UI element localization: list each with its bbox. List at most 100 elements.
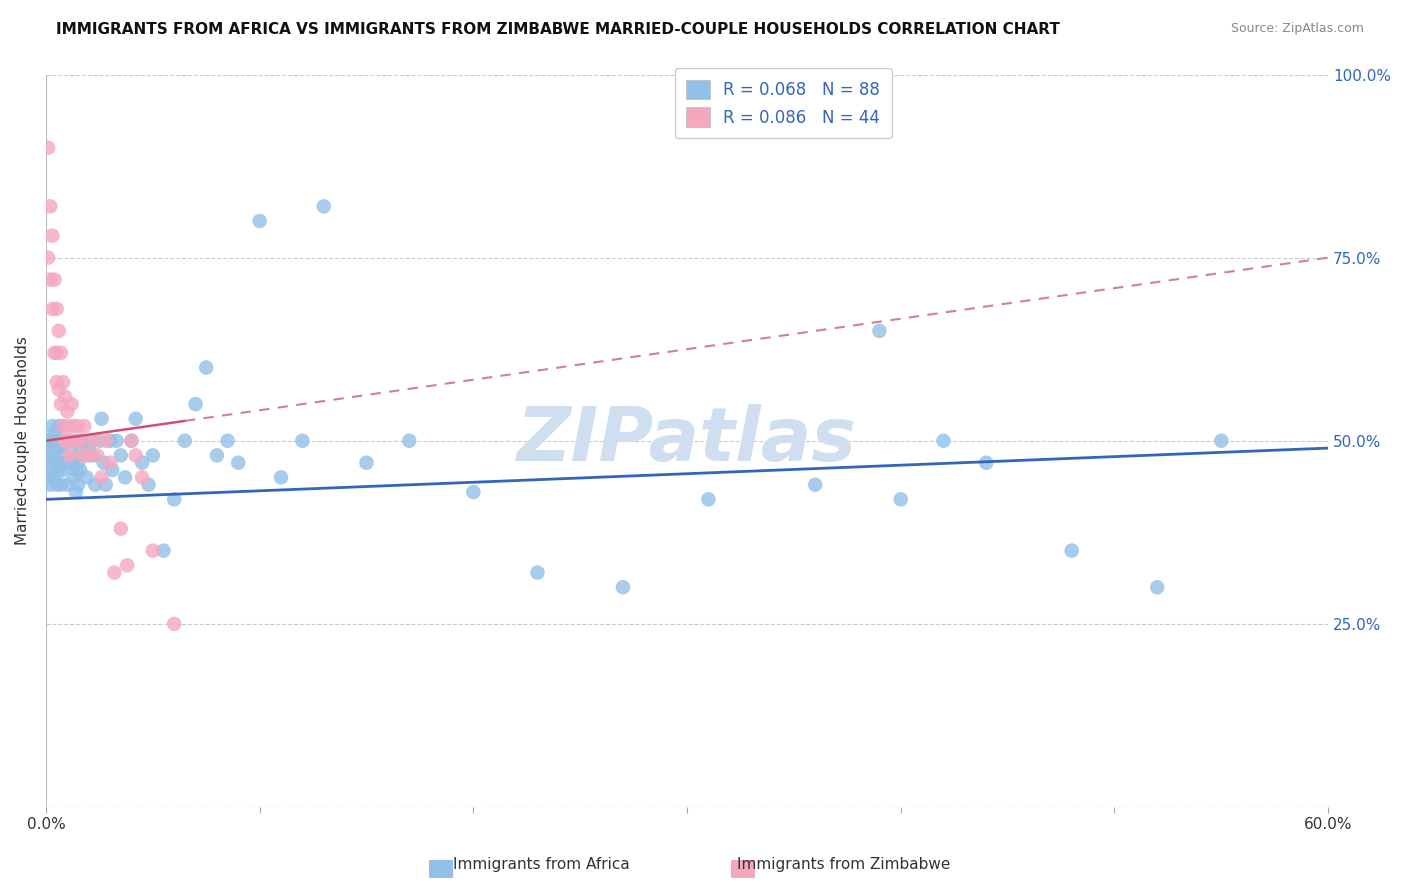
Point	[125, 411, 148, 425]
Point	[44, 346, 66, 360]
Point	[868, 324, 890, 338]
Point	[45, 477, 67, 491]
Point	[49, 477, 72, 491]
Point	[195, 360, 218, 375]
Text: IMMIGRANTS FROM AFRICA VS IMMIGRANTS FROM ZIMBABWE MARRIED-COUPLE HOUSEHOLDS COR: IMMIGRANTS FROM AFRICA VS IMMIGRANTS FRO…	[56, 22, 1060, 37]
Point	[1146, 580, 1168, 594]
Point	[94, 434, 117, 448]
Point	[152, 543, 174, 558]
Point	[131, 456, 153, 470]
Text: ZIPatlas: ZIPatlas	[517, 404, 858, 477]
Point	[66, 477, 89, 491]
Point	[66, 456, 89, 470]
Point	[37, 434, 59, 448]
Point	[103, 566, 125, 580]
Point	[69, 441, 91, 455]
Point	[205, 449, 228, 463]
Point	[44, 470, 66, 484]
Point	[80, 434, 103, 448]
Point	[53, 434, 76, 448]
Point	[49, 397, 72, 411]
Point	[52, 419, 75, 434]
Point	[612, 580, 634, 594]
Point	[44, 272, 66, 286]
Point	[697, 492, 720, 507]
Point	[52, 463, 75, 477]
Point	[41, 301, 63, 316]
Point	[89, 434, 111, 448]
Point	[120, 434, 142, 448]
Point	[890, 492, 912, 507]
Point	[804, 477, 827, 491]
Point	[110, 522, 132, 536]
Point	[1060, 543, 1083, 558]
Point	[56, 477, 79, 491]
Point	[66, 419, 89, 434]
Point	[56, 456, 79, 470]
Point	[226, 456, 249, 470]
Point	[356, 456, 378, 470]
Point	[37, 449, 59, 463]
Point	[45, 456, 67, 470]
Point	[48, 441, 70, 455]
Point	[120, 434, 142, 448]
Point	[48, 419, 70, 434]
Text: Source: ZipAtlas.com: Source: ZipAtlas.com	[1230, 22, 1364, 36]
Point	[65, 485, 87, 500]
Point	[173, 434, 195, 448]
Point	[62, 470, 84, 484]
Point	[49, 434, 72, 448]
Point	[463, 485, 485, 500]
Point	[62, 419, 84, 434]
Point	[41, 419, 63, 434]
Point	[48, 383, 70, 397]
Point	[93, 456, 115, 470]
Point	[86, 449, 108, 463]
Point	[115, 558, 138, 573]
Point	[60, 456, 83, 470]
Point	[60, 397, 83, 411]
Point	[37, 141, 59, 155]
Point	[52, 419, 75, 434]
Point	[39, 199, 62, 213]
Point	[291, 434, 314, 448]
Point	[56, 404, 79, 418]
Point	[58, 434, 80, 448]
Point	[37, 470, 59, 484]
Point	[82, 449, 104, 463]
Point	[60, 434, 83, 448]
Point	[138, 477, 160, 491]
Point	[270, 470, 292, 484]
Point	[49, 346, 72, 360]
Point	[249, 214, 271, 228]
Point	[932, 434, 955, 448]
Point	[72, 449, 94, 463]
Point	[72, 434, 94, 448]
Point	[39, 434, 62, 448]
Point	[76, 470, 98, 484]
Point	[69, 463, 91, 477]
Point	[84, 477, 107, 491]
Point	[53, 456, 76, 470]
Point	[163, 616, 186, 631]
Text: Immigrants from Zimbabwe: Immigrants from Zimbabwe	[737, 857, 950, 872]
Point	[58, 449, 80, 463]
Point	[45, 434, 67, 448]
Point	[98, 456, 121, 470]
Point	[69, 434, 91, 448]
Point	[184, 397, 207, 411]
Point	[77, 449, 100, 463]
Point	[974, 456, 997, 470]
Point	[44, 449, 66, 463]
Point	[56, 434, 79, 448]
Point	[41, 463, 63, 477]
Point	[45, 375, 67, 389]
Point	[65, 434, 87, 448]
Point	[53, 434, 76, 448]
Point	[44, 426, 66, 441]
Point	[101, 463, 124, 477]
Point	[163, 492, 186, 507]
Point	[125, 449, 148, 463]
Point	[312, 199, 335, 213]
Point	[398, 434, 420, 448]
